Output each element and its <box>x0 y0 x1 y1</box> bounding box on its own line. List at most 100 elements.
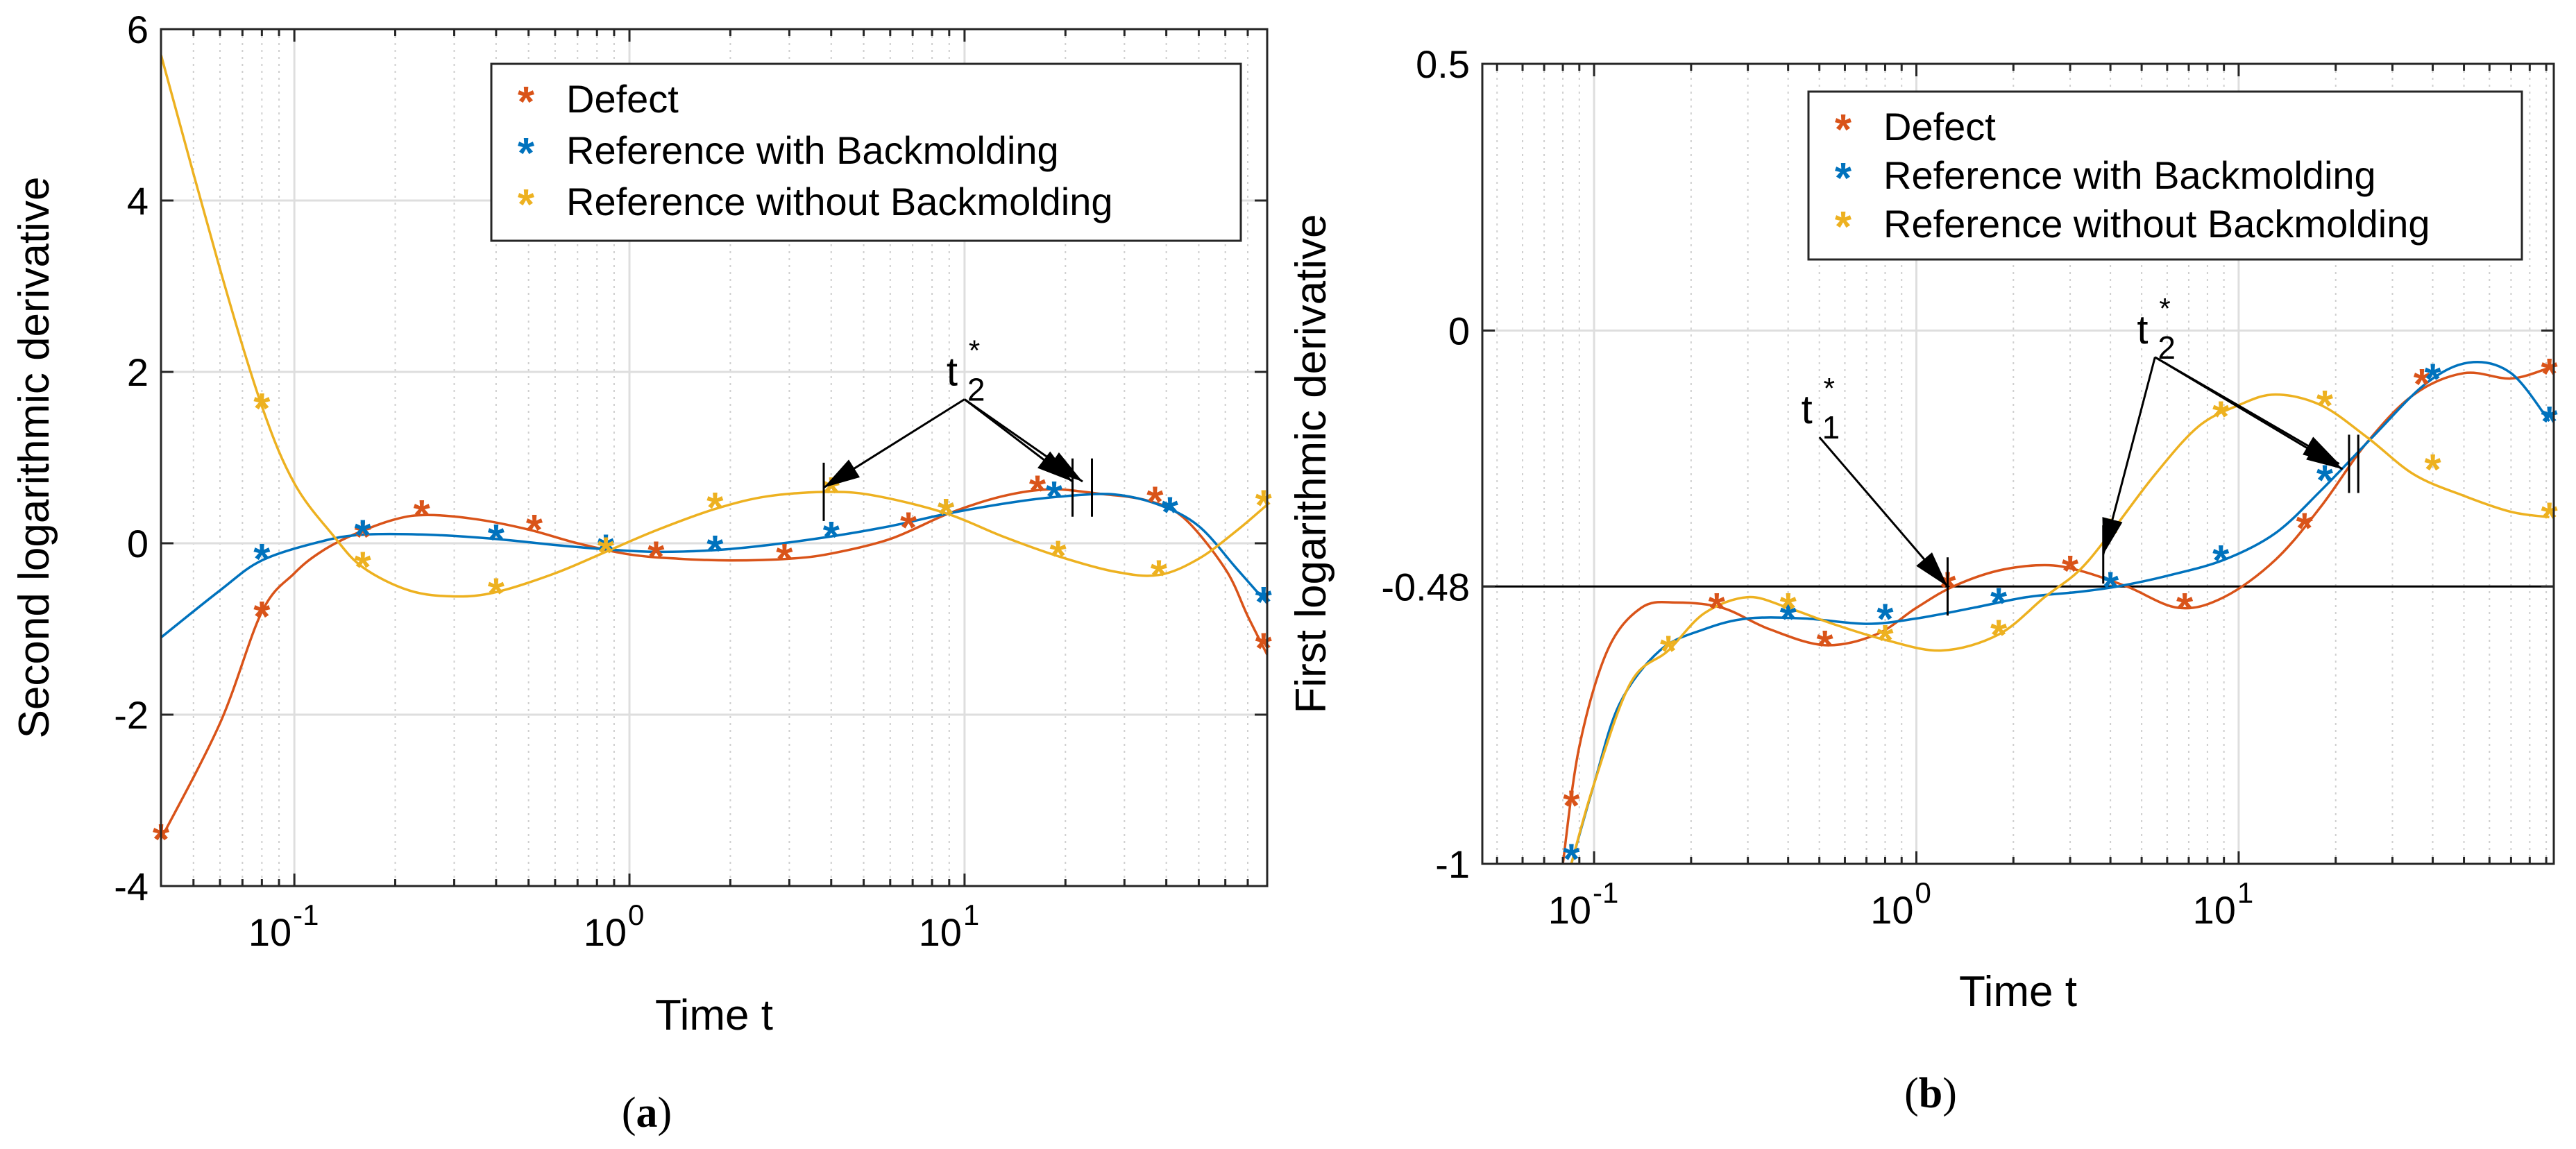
caption-paren: ( <box>1904 1070 1919 1117</box>
data-point-with_backmolding: * <box>1990 579 2008 627</box>
data-point-without_backmolding: * <box>2541 494 2558 542</box>
legend-marker-defect: * <box>518 78 535 126</box>
data-point-without_backmolding: * <box>2424 446 2441 494</box>
data-point-without_backmolding: * <box>1255 482 1273 529</box>
annotation-t2: t 2 * <box>2102 292 2359 584</box>
legend-label: Defect <box>1883 105 1996 148</box>
series-line-without_backmolding <box>1570 393 2550 864</box>
data-point-without_backmolding: * <box>1876 617 1894 665</box>
legend-box <box>1807 90 2523 261</box>
annotation-label-sup: * <box>1824 372 1835 405</box>
data-point-without_backmolding: * <box>253 385 271 433</box>
x-tick-label-base: 10 <box>1870 888 1913 932</box>
data-point-without_backmolding: * <box>1151 552 1168 600</box>
data-point-defect: * <box>2176 585 2194 633</box>
data-point-without_backmolding: * <box>706 484 724 532</box>
legend-marker-with_backmolding: * <box>1835 155 1852 203</box>
legend-label: Reference without Backmolding <box>1883 202 2430 246</box>
data-point-without_backmolding: * <box>938 491 955 538</box>
annotation-label-base: t <box>2137 307 2148 352</box>
series-line-with_backmolding <box>161 493 1267 639</box>
data-point-with_backmolding: * <box>1876 595 1894 643</box>
data-point-without_backmolding: * <box>488 570 505 618</box>
y-tick-label: 0 <box>1448 309 1470 352</box>
x-tick-label-exponent: 1 <box>2237 876 2253 909</box>
series-group <box>161 54 1267 840</box>
caption-paren: ) <box>658 1089 672 1137</box>
x-tick-label-exponent: 0 <box>1915 876 1931 909</box>
data-point-with_backmolding: * <box>706 527 724 575</box>
annotation-arrow-head <box>2306 441 2343 470</box>
data-point-with_backmolding: * <box>355 512 372 560</box>
data-point-defect: * <box>1029 467 1046 515</box>
annotation-arrow-head <box>2102 517 2123 555</box>
legend-label: Reference with Backmolding <box>566 128 1059 172</box>
x-tick-label-exponent: 1 <box>963 899 979 931</box>
x-tick-label-base: 10 <box>919 910 962 954</box>
chart-a: *** * ** *** **** * * * * * * ******* * ** **t 2*10 -1 10… <box>10 8 1273 1137</box>
annotation-t1: t 1 * <box>1802 372 1949 616</box>
annotation-label-sup: * <box>969 334 980 367</box>
panel-caption: (b) <box>1904 1070 1957 1117</box>
y-tick-label: 2 <box>127 350 149 394</box>
data-point-defect: * <box>1255 625 1273 673</box>
y-tick-label: -0.48 <box>1381 565 1470 608</box>
annotation-label-sub: 1 <box>1822 409 1840 445</box>
caption-letter: a <box>636 1089 658 1137</box>
data-point-with_backmolding: * <box>2102 563 2119 611</box>
legend-marker-without_backmolding: * <box>518 181 535 229</box>
data-point-defect: * <box>355 513 372 561</box>
data-point-defect: * <box>647 534 665 581</box>
axes-box <box>1481 62 2555 865</box>
annotation-label-sup: * <box>2159 292 2170 325</box>
data-point-with_backmolding: * <box>2212 537 2230 585</box>
series-line-without_backmolding <box>161 54 1267 598</box>
annotation-arrow-line <box>2154 356 2344 470</box>
x-axis-label: Time t <box>655 991 773 1039</box>
data-point-without_backmolding: * <box>1049 532 1067 580</box>
data-point-defect: * <box>776 536 793 584</box>
x-tick-label-base: 10 <box>248 910 291 954</box>
y-tick-label: 0.5 <box>1416 42 1470 86</box>
annotation-label-base: t <box>947 350 958 395</box>
caption-paren: ( <box>622 1089 636 1137</box>
data-point-with_backmolding: * <box>1046 473 1063 521</box>
annotation-label-sub: 2 <box>967 372 985 408</box>
data-point-defect: * <box>2541 350 2558 398</box>
data-point-without_backmolding: * <box>598 529 615 577</box>
data-point-with_backmolding: * <box>2424 356 2441 404</box>
data-point-without_backmolding: * <box>355 543 372 591</box>
data-point-with_backmolding: * <box>1162 488 1179 536</box>
annotation-arrow-head <box>1046 452 1083 482</box>
data-point-without_backmolding: * <box>2316 382 2334 430</box>
y-tick-label: 6 <box>127 8 149 51</box>
legend-label: Reference without Backmolding <box>566 180 1113 223</box>
legend-box <box>490 62 1242 242</box>
data-point-defect: * <box>1563 782 1580 830</box>
data-point-defect: * <box>526 507 543 554</box>
data-point-with_backmolding: * <box>1563 835 1580 883</box>
x-tick-label-exponent: -1 <box>293 899 319 931</box>
y-tick-label: -4 <box>114 865 149 908</box>
data-point-without_backmolding: * <box>1780 585 1797 633</box>
annotation-label-sub: 2 <box>2158 330 2176 366</box>
data-point-without_backmolding: * <box>1660 628 1677 676</box>
legend: * Defect * Reference with Backmolding * Refer… <box>490 62 1242 242</box>
data-point-with_backmolding: * <box>598 527 615 574</box>
legend: * Defect * Reference with Backmolding * Refer… <box>1807 90 2523 261</box>
annotation-label-base: t <box>1802 387 1813 432</box>
y-tick-label: 4 <box>127 179 149 223</box>
legend-marker-with_backmolding: * <box>518 130 535 178</box>
x-tick-label-base: 10 <box>584 910 627 954</box>
legend-marker-without_backmolding: * <box>1835 203 1852 251</box>
data-point-with_backmolding: * <box>2541 398 2558 446</box>
x-axis-label: Time t <box>1959 968 2077 1016</box>
data-point-with_backmolding: * <box>1255 579 1273 627</box>
y-axis-label: First logarithmic derivative <box>1287 214 1335 713</box>
data-point-with_backmolding: * <box>488 516 505 564</box>
data-point-with_backmolding: * <box>823 513 840 561</box>
data-point-defect: * <box>253 593 271 641</box>
caption-letter: b <box>1919 1070 1942 1117</box>
axes-box <box>160 28 1269 887</box>
